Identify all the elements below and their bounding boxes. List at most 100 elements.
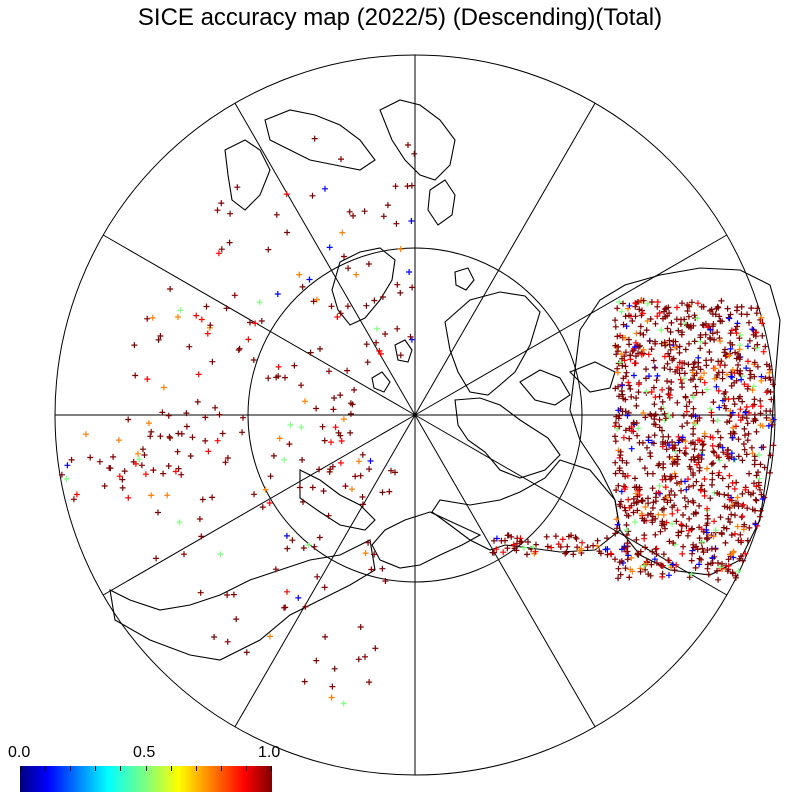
accuracy-marker	[709, 470, 716, 477]
accuracy-marker	[673, 316, 680, 323]
accuracy-marker	[716, 457, 723, 464]
accuracy-marker	[703, 357, 710, 364]
accuracy-marker	[686, 463, 693, 470]
accuracy-marker	[628, 554, 635, 561]
accuracy-marker	[650, 357, 657, 364]
accuracy-marker	[674, 453, 681, 460]
accuracy-marker	[719, 318, 726, 325]
accuracy-marker	[651, 432, 658, 439]
accuracy-marker	[679, 434, 686, 441]
accuracy-marker	[298, 424, 305, 431]
accuracy-marker	[696, 464, 703, 471]
accuracy-marker	[724, 371, 730, 378]
accuracy-marker	[617, 503, 624, 510]
accuracy-marker	[181, 551, 187, 558]
accuracy-marker	[749, 326, 756, 333]
accuracy-marker	[347, 400, 354, 407]
accuracy-marker	[187, 453, 194, 459]
accuracy-marker	[682, 393, 689, 400]
accuracy-marker	[644, 470, 651, 477]
accuracy-marker	[331, 395, 338, 401]
accuracy-marker	[631, 372, 637, 379]
accuracy-marker	[175, 465, 182, 472]
accuracy-marker	[119, 484, 126, 491]
accuracy-marker	[707, 495, 714, 502]
accuracy-marker	[764, 388, 771, 394]
accuracy-marker	[742, 550, 749, 557]
accuracy-marker	[660, 315, 666, 322]
accuracy-marker	[681, 316, 688, 323]
accuracy-marker	[757, 422, 764, 429]
accuracy-marker	[729, 434, 736, 441]
accuracy-marker	[622, 349, 629, 356]
accuracy-marker	[686, 399, 693, 405]
accuracy-marker	[686, 574, 693, 581]
accuracy-marker	[690, 541, 697, 548]
accuracy-marker	[259, 504, 266, 511]
accuracy-marker	[266, 500, 273, 506]
accuracy-marker	[626, 302, 633, 309]
accuracy-marker	[612, 530, 619, 537]
accuracy-marker	[684, 420, 691, 426]
accuracy-marker	[704, 547, 711, 553]
accuracy-marker	[758, 491, 765, 498]
accuracy-marker	[698, 456, 705, 462]
accuracy-marker	[643, 375, 649, 382]
accuracy-marker	[767, 377, 774, 383]
accuracy-marker	[337, 392, 344, 399]
accuracy-marker	[624, 540, 631, 547]
accuracy-marker	[673, 480, 680, 487]
accuracy-marker	[214, 437, 221, 444]
accuracy-marker	[662, 342, 669, 349]
accuracy-marker	[756, 451, 762, 458]
accuracy-marker	[699, 389, 706, 396]
accuracy-marker	[341, 253, 347, 260]
accuracy-marker	[619, 355, 625, 362]
accuracy-marker	[748, 444, 755, 451]
accuracy-marker	[635, 381, 642, 388]
accuracy-marker	[754, 363, 761, 370]
accuracy-marker	[674, 399, 681, 406]
accuracy-marker	[656, 490, 663, 497]
accuracy-marker	[692, 421, 699, 428]
accuracy-marker	[653, 377, 660, 384]
accuracy-marker	[704, 536, 710, 543]
accuracy-marker	[675, 532, 682, 539]
accuracy-marker	[667, 386, 674, 393]
accuracy-marker	[767, 452, 774, 459]
accuracy-marker	[296, 271, 303, 278]
accuracy-marker	[728, 450, 735, 457]
accuracy-marker	[655, 462, 662, 469]
accuracy-marker	[770, 416, 777, 423]
accuracy-marker	[346, 208, 353, 215]
accuracy-marker	[693, 389, 700, 396]
accuracy-marker	[715, 576, 722, 583]
accuracy-marker	[658, 563, 665, 569]
accuracy-marker	[661, 365, 668, 371]
accuracy-marker	[747, 371, 754, 378]
accuracy-marker	[211, 634, 218, 640]
accuracy-marker	[739, 513, 746, 520]
accuracy-marker	[716, 404, 723, 411]
accuracy-marker	[373, 339, 380, 346]
accuracy-marker	[612, 385, 619, 392]
accuracy-marker	[759, 332, 766, 339]
accuracy-marker	[654, 372, 661, 379]
accuracy-marker	[731, 456, 738, 463]
accuracy-marker	[754, 341, 761, 348]
accuracy-marker	[627, 566, 634, 573]
accuracy-marker	[572, 534, 579, 541]
accuracy-marker	[757, 461, 764, 468]
accuracy-marker	[397, 352, 404, 359]
accuracy-marker	[709, 323, 716, 330]
accuracy-marker	[703, 529, 710, 536]
accuracy-marker	[388, 467, 394, 474]
accuracy-marker	[614, 333, 621, 340]
accuracy-marker	[306, 276, 313, 283]
accuracy-marker	[732, 326, 739, 333]
accuracy-marker	[725, 396, 732, 403]
accuracy-marker	[329, 463, 336, 470]
accuracy-marker	[756, 513, 763, 520]
accuracy-marker	[624, 472, 631, 479]
